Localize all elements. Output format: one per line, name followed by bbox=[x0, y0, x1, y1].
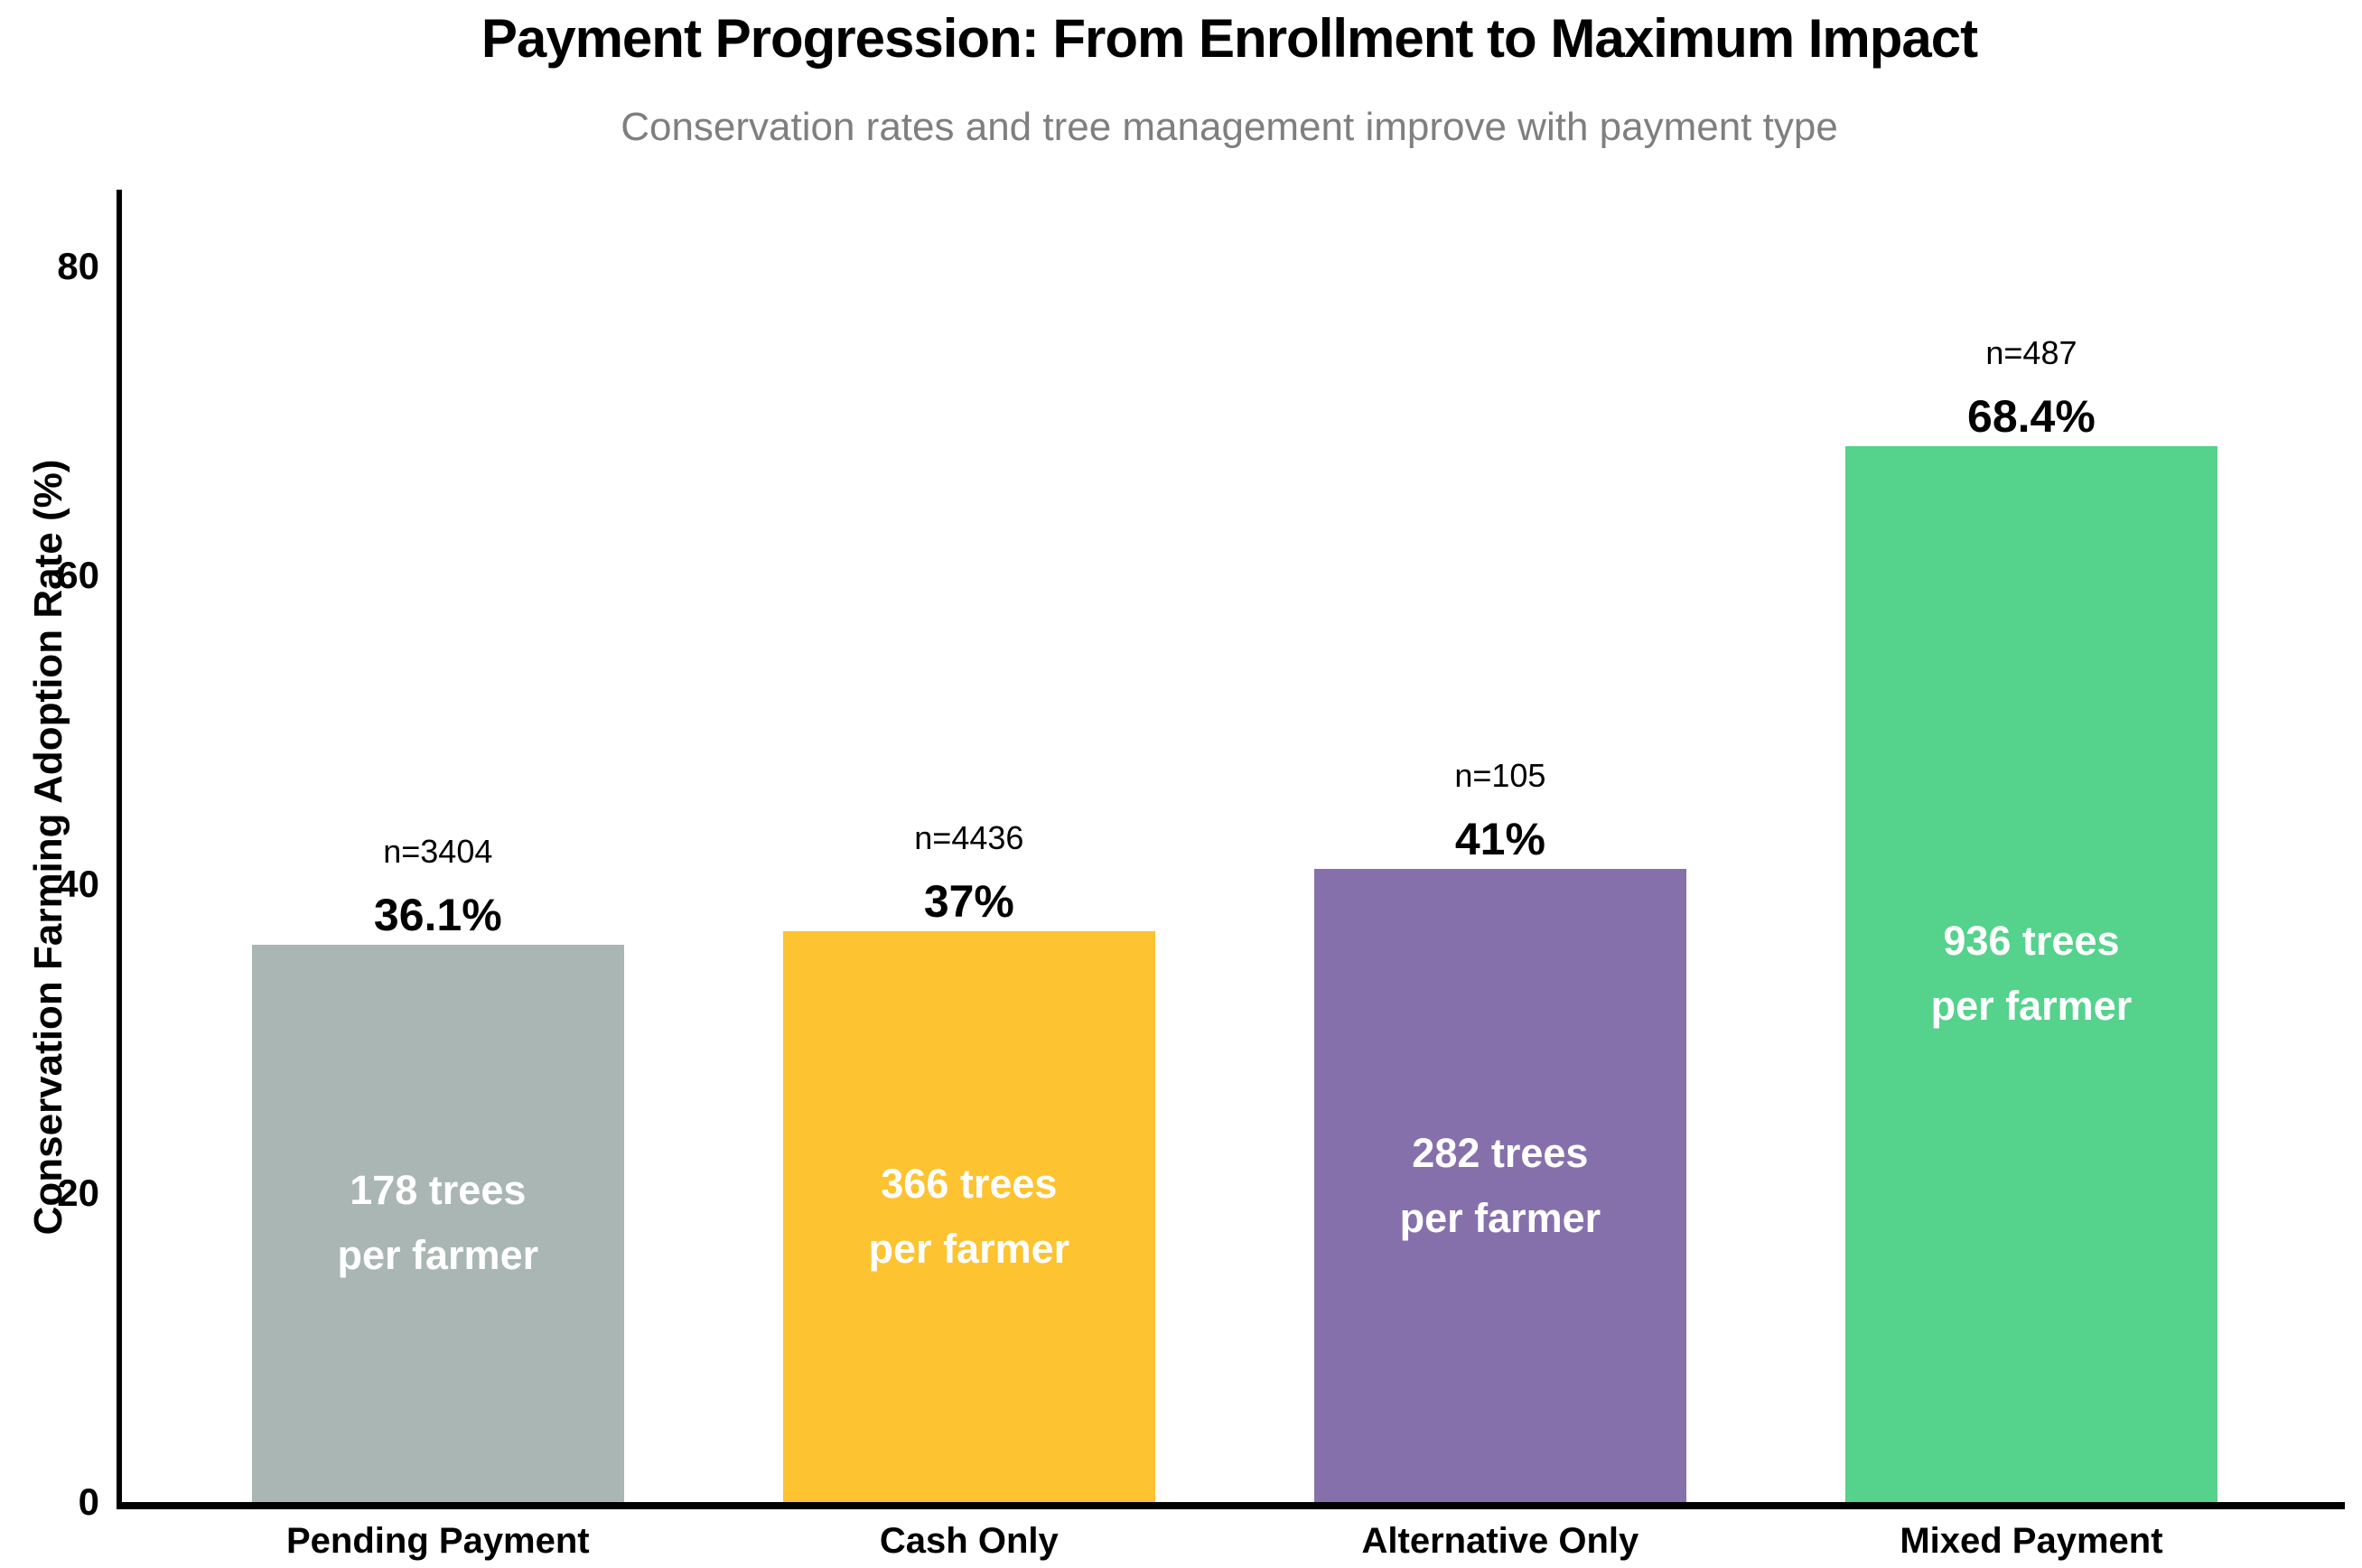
y-tick-label: 40 bbox=[57, 863, 99, 906]
y-tick-label: 20 bbox=[57, 1171, 99, 1215]
bar-inner-label: 282 trees per farmer bbox=[1314, 1121, 1686, 1251]
x-tick-label: Pending Payment bbox=[286, 1521, 590, 1561]
bar-inner-label-line: per farmer bbox=[1399, 1194, 1601, 1241]
bar-value-label: 36.1% bbox=[373, 889, 502, 940]
bar-inner-label: 936 trees per farmer bbox=[1845, 909, 2217, 1039]
bar bbox=[1313, 869, 1686, 1502]
bar-n-label: n=4436 bbox=[914, 818, 1024, 856]
bar-n-label: n=487 bbox=[1985, 333, 2077, 371]
y-axis-label: Conservation Farming Adoption Rate (%) bbox=[26, 459, 70, 1236]
bar-n-label: n=105 bbox=[1454, 757, 1546, 795]
bar-inner-label-line: 366 trees bbox=[881, 1160, 1058, 1207]
bar-inner-label: 178 trees per farmer bbox=[252, 1158, 624, 1288]
bar-n-label: n=3404 bbox=[383, 832, 493, 870]
x-tick-label: Mixed Payment bbox=[1900, 1521, 2163, 1561]
y-tick-label: 80 bbox=[57, 245, 99, 288]
bar-inner-label-line: 936 trees bbox=[1943, 918, 2120, 965]
x-tick-label: Alternative Only bbox=[1361, 1521, 1639, 1561]
bar bbox=[782, 930, 1155, 1502]
bar bbox=[1844, 445, 2217, 1502]
bar-inner-label-line: per farmer bbox=[337, 1232, 539, 1279]
bar bbox=[251, 944, 624, 1502]
bar-inner-label-line: per farmer bbox=[868, 1225, 1070, 1272]
bar-inner-label-line: 178 trees bbox=[350, 1167, 527, 1214]
y-tick-label: 60 bbox=[57, 554, 99, 597]
x-axis bbox=[117, 1502, 2345, 1509]
bar-inner-label-line: 282 trees bbox=[1412, 1129, 1589, 1176]
bar-value-label: 68.4% bbox=[1967, 390, 2096, 442]
y-tick-label: 0 bbox=[78, 1480, 99, 1523]
bar-value-label: 37% bbox=[923, 875, 1014, 927]
chart-subtitle: Conservation rates and tree management i… bbox=[621, 105, 1838, 149]
bar-value-label: 41% bbox=[1454, 814, 1545, 865]
x-tick-label: Cash Only bbox=[879, 1521, 1059, 1561]
bar-inner-label-line: per farmer bbox=[1930, 983, 2133, 1030]
bar-inner-label: 366 trees per farmer bbox=[783, 1152, 1155, 1282]
y-axis bbox=[117, 190, 122, 1508]
chart-title: Payment Progression: From Enrollment to … bbox=[481, 8, 1978, 69]
